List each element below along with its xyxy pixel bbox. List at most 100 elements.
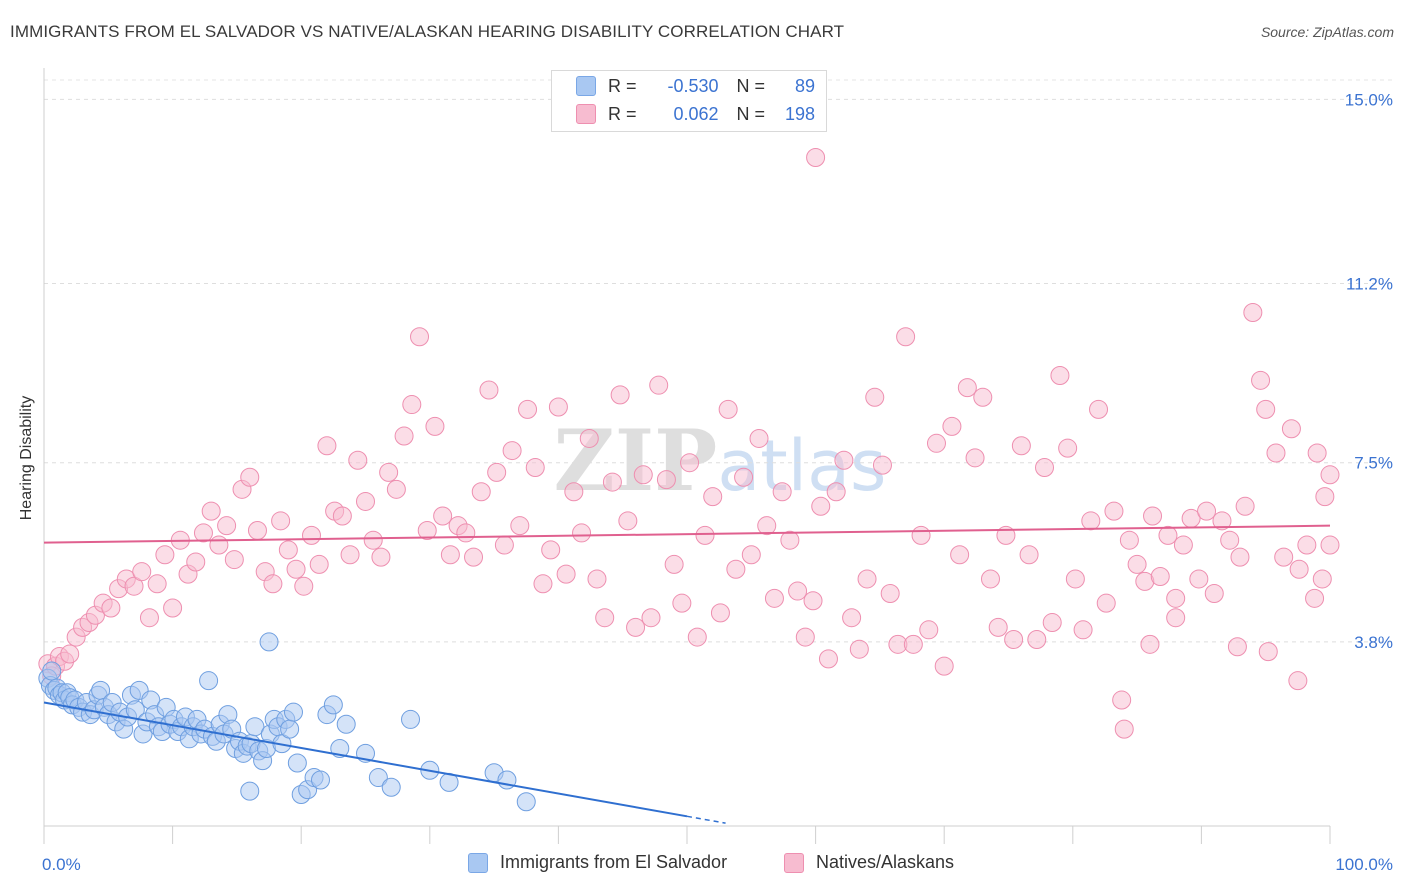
data-point [1081, 511, 1101, 531]
data-point [336, 714, 356, 734]
data-point [1019, 545, 1039, 565]
data-point [1096, 593, 1116, 613]
data-point [456, 523, 476, 543]
data-point [980, 569, 1000, 589]
data-point [263, 574, 283, 594]
data-point [309, 554, 329, 574]
data-point [595, 608, 615, 628]
data-point [780, 530, 800, 550]
data-point [440, 545, 460, 565]
legend-n-value: 89 [795, 75, 816, 96]
data-point [1230, 547, 1250, 567]
data-point [687, 627, 707, 647]
data-point [410, 327, 430, 347]
chart-title: IMMIGRANTS FROM EL SALVADOR VS NATIVE/AL… [10, 22, 845, 41]
legend-swatch-el-salvador [576, 76, 596, 96]
data-point [60, 644, 80, 664]
bottom-legend-el-salvador: Immigrants from El Salvador [468, 852, 727, 873]
data-point [556, 564, 576, 584]
trend-line-extension [686, 815, 726, 824]
data-point [1258, 642, 1278, 662]
legend-r-value: -0.530 [667, 75, 719, 96]
data-point [641, 608, 661, 628]
data-point [1251, 370, 1271, 390]
axes [43, 68, 1331, 844]
data-point [1312, 569, 1332, 589]
data-point [1065, 569, 1085, 589]
data-point [245, 717, 265, 737]
legend-n-label: N = [736, 75, 766, 96]
data-point [973, 387, 993, 407]
data-point [656, 470, 676, 490]
bottom-legend-swatch-el-salvador [468, 852, 488, 873]
data-point [749, 428, 769, 448]
data-point [330, 738, 350, 758]
legend-n-value: 198 [784, 103, 816, 124]
data-point [703, 487, 723, 507]
data-point [718, 399, 738, 419]
data-point [340, 545, 360, 565]
data-point [240, 467, 260, 487]
data-point [101, 598, 121, 618]
data-point [626, 617, 646, 637]
data-point [224, 550, 244, 570]
data-point [1166, 588, 1186, 608]
data-point [199, 671, 219, 691]
y-axis-label: Hearing Disability [18, 395, 35, 521]
data-point [695, 525, 715, 545]
legend-r-label: R = [608, 103, 637, 124]
data-point [1315, 487, 1335, 507]
data-point [209, 535, 229, 555]
data-point [1204, 583, 1224, 603]
data-point [903, 634, 923, 654]
data-point [1305, 588, 1325, 608]
grid [44, 79, 1395, 643]
legend-row-el-salvador: R = -0.530 N = 89 [552, 73, 815, 99]
data-point [502, 441, 522, 461]
data-point [283, 702, 303, 722]
data-point [1140, 634, 1160, 654]
data-point [259, 632, 279, 652]
data-point [1227, 637, 1247, 657]
series-el-salvador [38, 632, 536, 812]
data-point [803, 591, 823, 611]
data-point [957, 378, 977, 398]
data-point [394, 426, 414, 446]
legend-n-label: N = [736, 103, 766, 124]
data-point [525, 458, 545, 478]
series-layer [38, 148, 1340, 824]
data-point [217, 516, 237, 536]
data-point [772, 482, 792, 502]
data-point [950, 545, 970, 565]
data-point [379, 462, 399, 482]
data-point [417, 521, 437, 541]
data-point [139, 608, 159, 628]
legend-row-natives: R = 0.062 N = 198 [552, 101, 815, 127]
legend-swatch-natives [576, 104, 596, 124]
data-point [1320, 465, 1340, 485]
data-point [1320, 535, 1340, 555]
data-point [672, 593, 692, 613]
data-point [1143, 506, 1163, 526]
data-point [368, 768, 388, 788]
data-point [806, 148, 826, 168]
data-point [271, 511, 291, 531]
bottom-legend-label-el-salvador: Immigrants from El Salvador [500, 852, 728, 872]
data-point [934, 656, 954, 676]
data-point [1289, 559, 1309, 579]
data-point [1220, 530, 1240, 550]
data-point [487, 462, 507, 482]
data-point [865, 387, 885, 407]
data-point [880, 583, 900, 603]
data-point [1127, 554, 1147, 574]
data-point [811, 496, 831, 516]
data-point [849, 639, 869, 659]
data-point [287, 753, 307, 773]
data-point [911, 525, 931, 545]
data-point [1256, 399, 1276, 419]
data-point [1281, 419, 1301, 439]
data-point [602, 472, 622, 492]
data-point [988, 617, 1008, 637]
data-point [1042, 613, 1062, 633]
x-tick-label: 0.0% [42, 855, 81, 874]
